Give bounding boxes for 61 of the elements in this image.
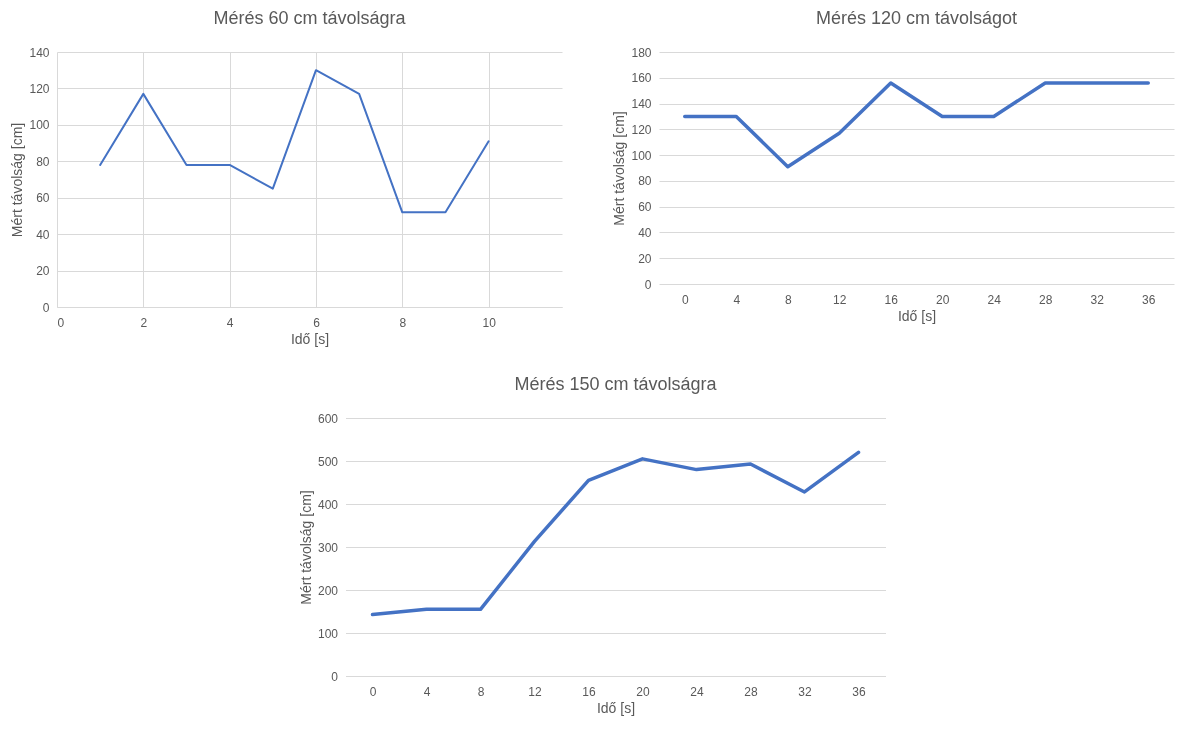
x-tick-label: 16 xyxy=(884,292,899,307)
y-tick-label: 140 xyxy=(29,45,50,60)
y-axis-title: Mért távolság [cm] xyxy=(611,111,628,226)
y-tick-label: 100 xyxy=(29,118,50,133)
x-axis-title: Idő [s] xyxy=(897,307,937,324)
x-axis-title: Idő [s] xyxy=(596,699,636,716)
y-tick-label: 140 xyxy=(631,97,652,112)
y-tick-label: 100 xyxy=(631,148,652,163)
y-tick-label: 0 xyxy=(644,277,652,292)
y-tick-label: 60 xyxy=(638,200,652,215)
line-series xyxy=(683,81,1150,169)
x-tick-label: 28 xyxy=(1039,292,1053,307)
x-tick-label: 16 xyxy=(582,684,596,699)
y-tick-label: 100 xyxy=(317,626,339,641)
y-tick-label: 500 xyxy=(317,454,339,469)
x-tick-label: 4 xyxy=(733,292,741,307)
x-tick-label: 32 xyxy=(798,684,812,699)
x-tick-label: 8 xyxy=(477,684,485,699)
x-tick-label: 32 xyxy=(1090,292,1105,307)
x-tick-label: 0 xyxy=(681,292,689,307)
y-tick-label: 600 xyxy=(317,411,339,426)
x-tick-label: 8 xyxy=(399,315,407,330)
y-axis-title: Mért távolság [cm] xyxy=(297,490,314,605)
line-series xyxy=(99,69,490,214)
chart-title: Mérés 120 cm távolságot xyxy=(815,8,1018,28)
x-tick-label: 28 xyxy=(744,684,758,699)
x-tick-label: 4 xyxy=(423,684,431,699)
y-tick-label: 0 xyxy=(331,669,339,684)
y-tick-label: 400 xyxy=(317,497,339,512)
x-tick-label: 2 xyxy=(140,315,148,330)
x-tick-label: 12 xyxy=(528,684,542,699)
y-tick-label: 120 xyxy=(29,81,50,96)
y-tick-label: 40 xyxy=(638,225,652,240)
x-tick-label: 10 xyxy=(482,315,497,330)
x-tick-label: 6 xyxy=(313,315,321,330)
chart-title: Mérés 150 cm távolságra xyxy=(514,374,718,394)
y-tick-label: 300 xyxy=(317,540,339,555)
x-tick-label: 12 xyxy=(833,292,847,307)
x-tick-label: 24 xyxy=(690,684,704,699)
x-tick-label: 20 xyxy=(936,292,950,307)
chart-title: Mérés 60 cm távolságra xyxy=(213,8,407,28)
x-tick-label: 36 xyxy=(1142,292,1156,307)
y-tick-label: 80 xyxy=(36,154,50,169)
x-tick-label: 8 xyxy=(784,292,792,307)
y-axis-title: Mért távolság [cm] xyxy=(9,122,26,238)
x-tick-label: 0 xyxy=(57,315,65,330)
x-tick-label: 0 xyxy=(369,684,377,699)
x-tick-label: 4 xyxy=(226,315,234,330)
y-tick-label: 200 xyxy=(317,583,339,598)
x-tick-label: 24 xyxy=(987,292,1002,307)
line-series xyxy=(370,450,861,617)
y-tick-label: 20 xyxy=(36,264,50,279)
y-tick-label: 40 xyxy=(36,227,50,242)
y-tick-label: 60 xyxy=(36,191,50,206)
y-tick-label: 160 xyxy=(631,71,652,86)
y-tick-label: 20 xyxy=(638,251,652,266)
y-tick-label: 80 xyxy=(638,174,652,189)
x-axis-title: Idő [s] xyxy=(290,330,330,347)
y-tick-label: 120 xyxy=(631,122,652,137)
y-tick-label: 180 xyxy=(631,45,652,60)
x-tick-label: 36 xyxy=(852,684,866,699)
